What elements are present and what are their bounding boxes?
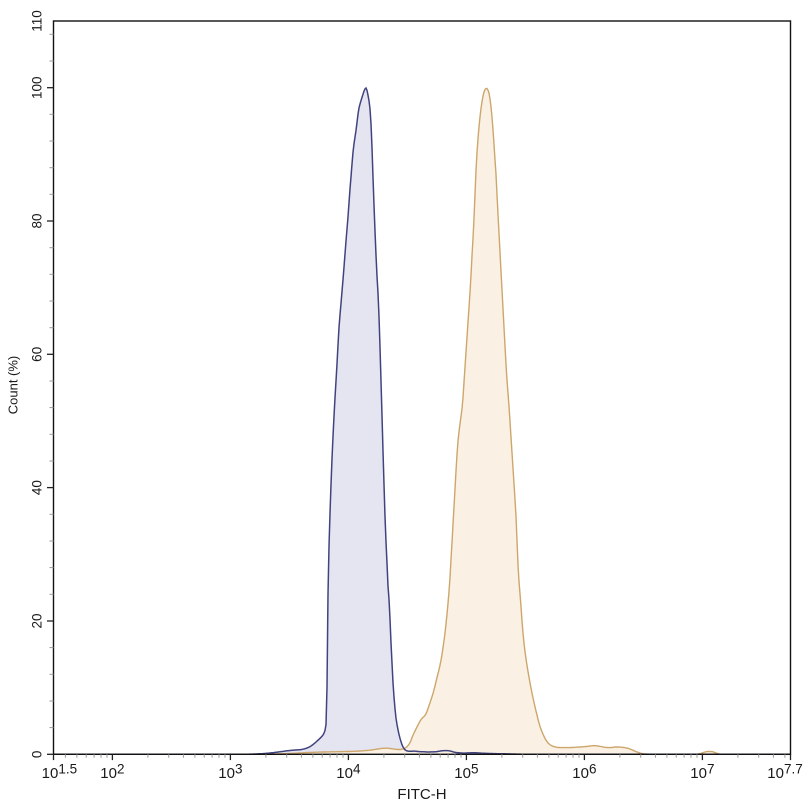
svg-text:80: 80 xyxy=(30,213,45,228)
svg-text:20: 20 xyxy=(30,613,45,628)
svg-text:60: 60 xyxy=(30,347,45,362)
svg-text:110: 110 xyxy=(30,10,45,32)
svg-text:40: 40 xyxy=(30,480,45,495)
svg-text:100: 100 xyxy=(30,76,45,99)
svg-text:FITC-H: FITC-H xyxy=(397,786,446,803)
svg-text:Count (%): Count (%) xyxy=(5,356,20,415)
svg-text:0: 0 xyxy=(30,751,45,759)
